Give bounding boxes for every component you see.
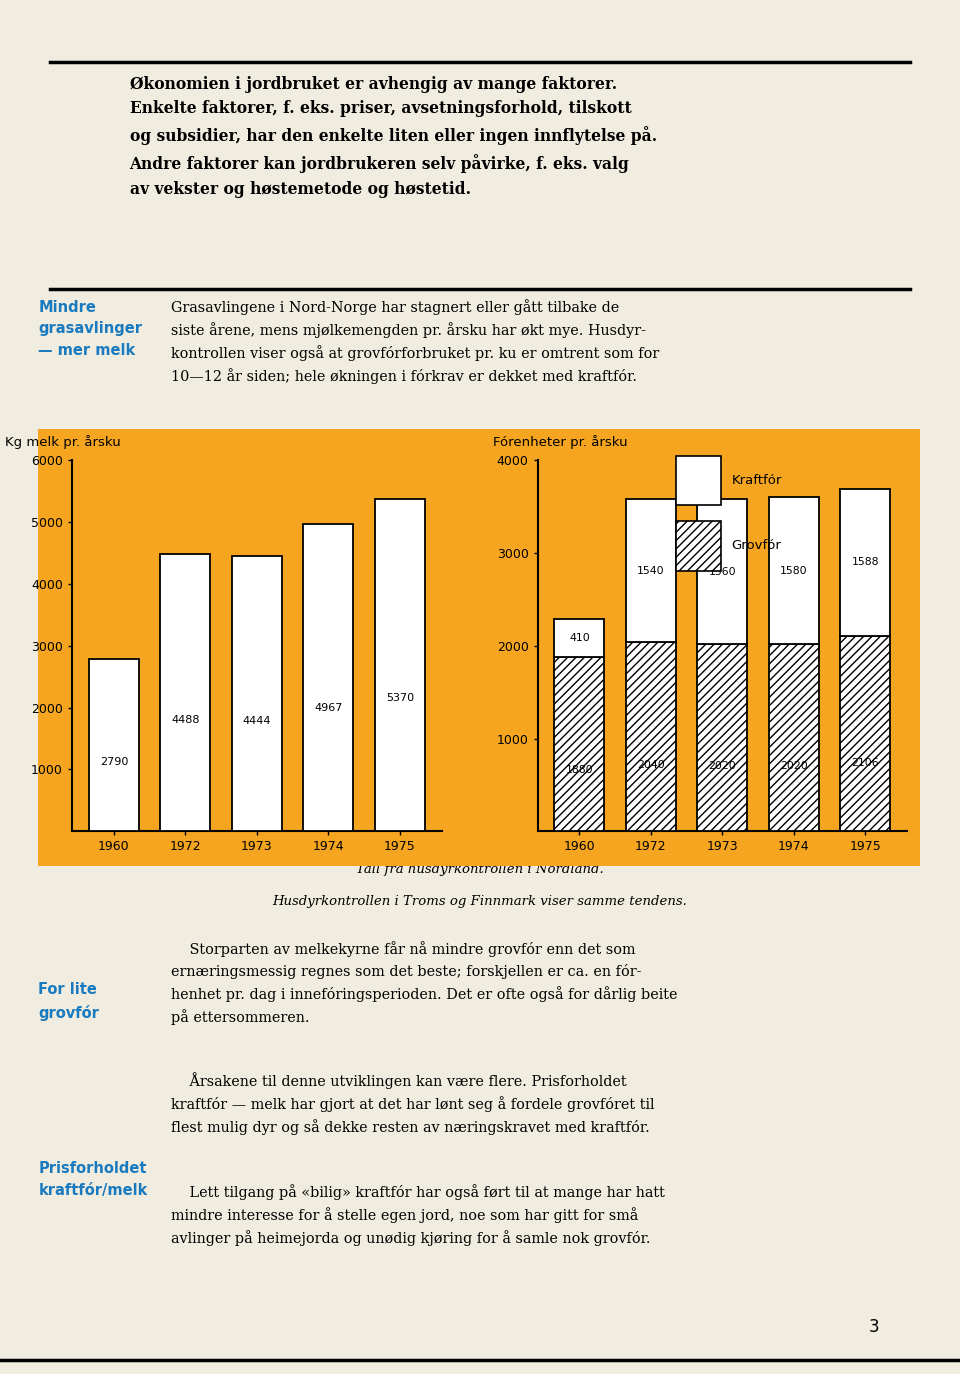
Text: 2106: 2106 xyxy=(852,758,879,768)
Text: Kg melk pr. årsku: Kg melk pr. årsku xyxy=(6,436,121,449)
Text: Husdyrkontrollen i Troms og Finnmark viser samme tendens.: Husdyrkontrollen i Troms og Finnmark vis… xyxy=(273,894,687,908)
Text: 1560: 1560 xyxy=(708,566,736,577)
Text: 4444: 4444 xyxy=(243,716,271,727)
Text: Mindre
grasavlinger
— mer melk: Mindre grasavlinger — mer melk xyxy=(38,300,142,357)
Text: 4967: 4967 xyxy=(314,703,343,713)
Text: Grovfór: Grovfór xyxy=(732,539,781,552)
Bar xyxy=(769,644,819,831)
Text: 4488: 4488 xyxy=(171,716,200,725)
Text: Årsakene til denne utviklingen kan være flere. Prisforholdet
kraftfór — melk har: Årsakene til denne utviklingen kan være … xyxy=(171,1072,655,1135)
Text: Grasavlingene i Nord-Norge har stagnert eller gått tilbake de
siste årene, mens : Grasavlingene i Nord-Norge har stagnert … xyxy=(171,300,660,385)
Bar xyxy=(677,521,721,570)
Text: Lett tilgang på «bilig» kraftfór har også ført til at mange har hatt
mindre inte: Lett tilgang på «bilig» kraftfór har ogs… xyxy=(171,1184,664,1246)
Bar xyxy=(555,618,605,657)
Text: 2040: 2040 xyxy=(637,760,664,769)
Text: 2020: 2020 xyxy=(780,761,807,771)
Bar xyxy=(840,636,891,831)
Text: Storparten av melkekyrne får nå mindre grovfór enn det som
ernæringsmessig regne: Storparten av melkekyrne får nå mindre g… xyxy=(171,941,678,1025)
Text: 1540: 1540 xyxy=(637,566,664,576)
Text: Fórenheter pr. årsku: Fórenheter pr. årsku xyxy=(493,436,628,449)
Bar xyxy=(374,499,424,831)
Text: 1588: 1588 xyxy=(852,558,879,567)
Text: 2790: 2790 xyxy=(100,757,128,767)
Text: 1880: 1880 xyxy=(565,765,593,775)
Text: Tall fra husdyrkontrollen i Nordland.: Tall fra husdyrkontrollen i Nordland. xyxy=(356,863,604,875)
Text: 410: 410 xyxy=(569,633,589,643)
Bar xyxy=(697,644,748,831)
Bar xyxy=(769,497,819,644)
Bar xyxy=(626,642,676,831)
Bar xyxy=(697,499,748,644)
Bar xyxy=(555,657,605,831)
Text: For lite
grovfór: For lite grovfór xyxy=(38,982,99,1021)
Bar xyxy=(231,556,282,831)
Text: Kraftfór: Kraftfór xyxy=(732,474,782,486)
Text: 2020: 2020 xyxy=(708,761,736,771)
Text: 3: 3 xyxy=(868,1318,879,1336)
Bar xyxy=(626,499,676,642)
Text: Økonomien i jordbruket er avhengig av mange faktorer.
Enkelte faktorer, f. eks. : Økonomien i jordbruket er avhengig av ma… xyxy=(130,76,657,198)
Bar xyxy=(677,456,721,506)
Text: 1580: 1580 xyxy=(780,566,807,576)
Text: Prisforholdet
kraftfór/melk: Prisforholdet kraftfór/melk xyxy=(38,1161,148,1198)
Bar xyxy=(840,489,891,636)
Text: 5370: 5370 xyxy=(386,694,414,703)
Bar xyxy=(303,523,353,831)
Bar xyxy=(160,554,210,831)
Bar xyxy=(88,658,139,831)
